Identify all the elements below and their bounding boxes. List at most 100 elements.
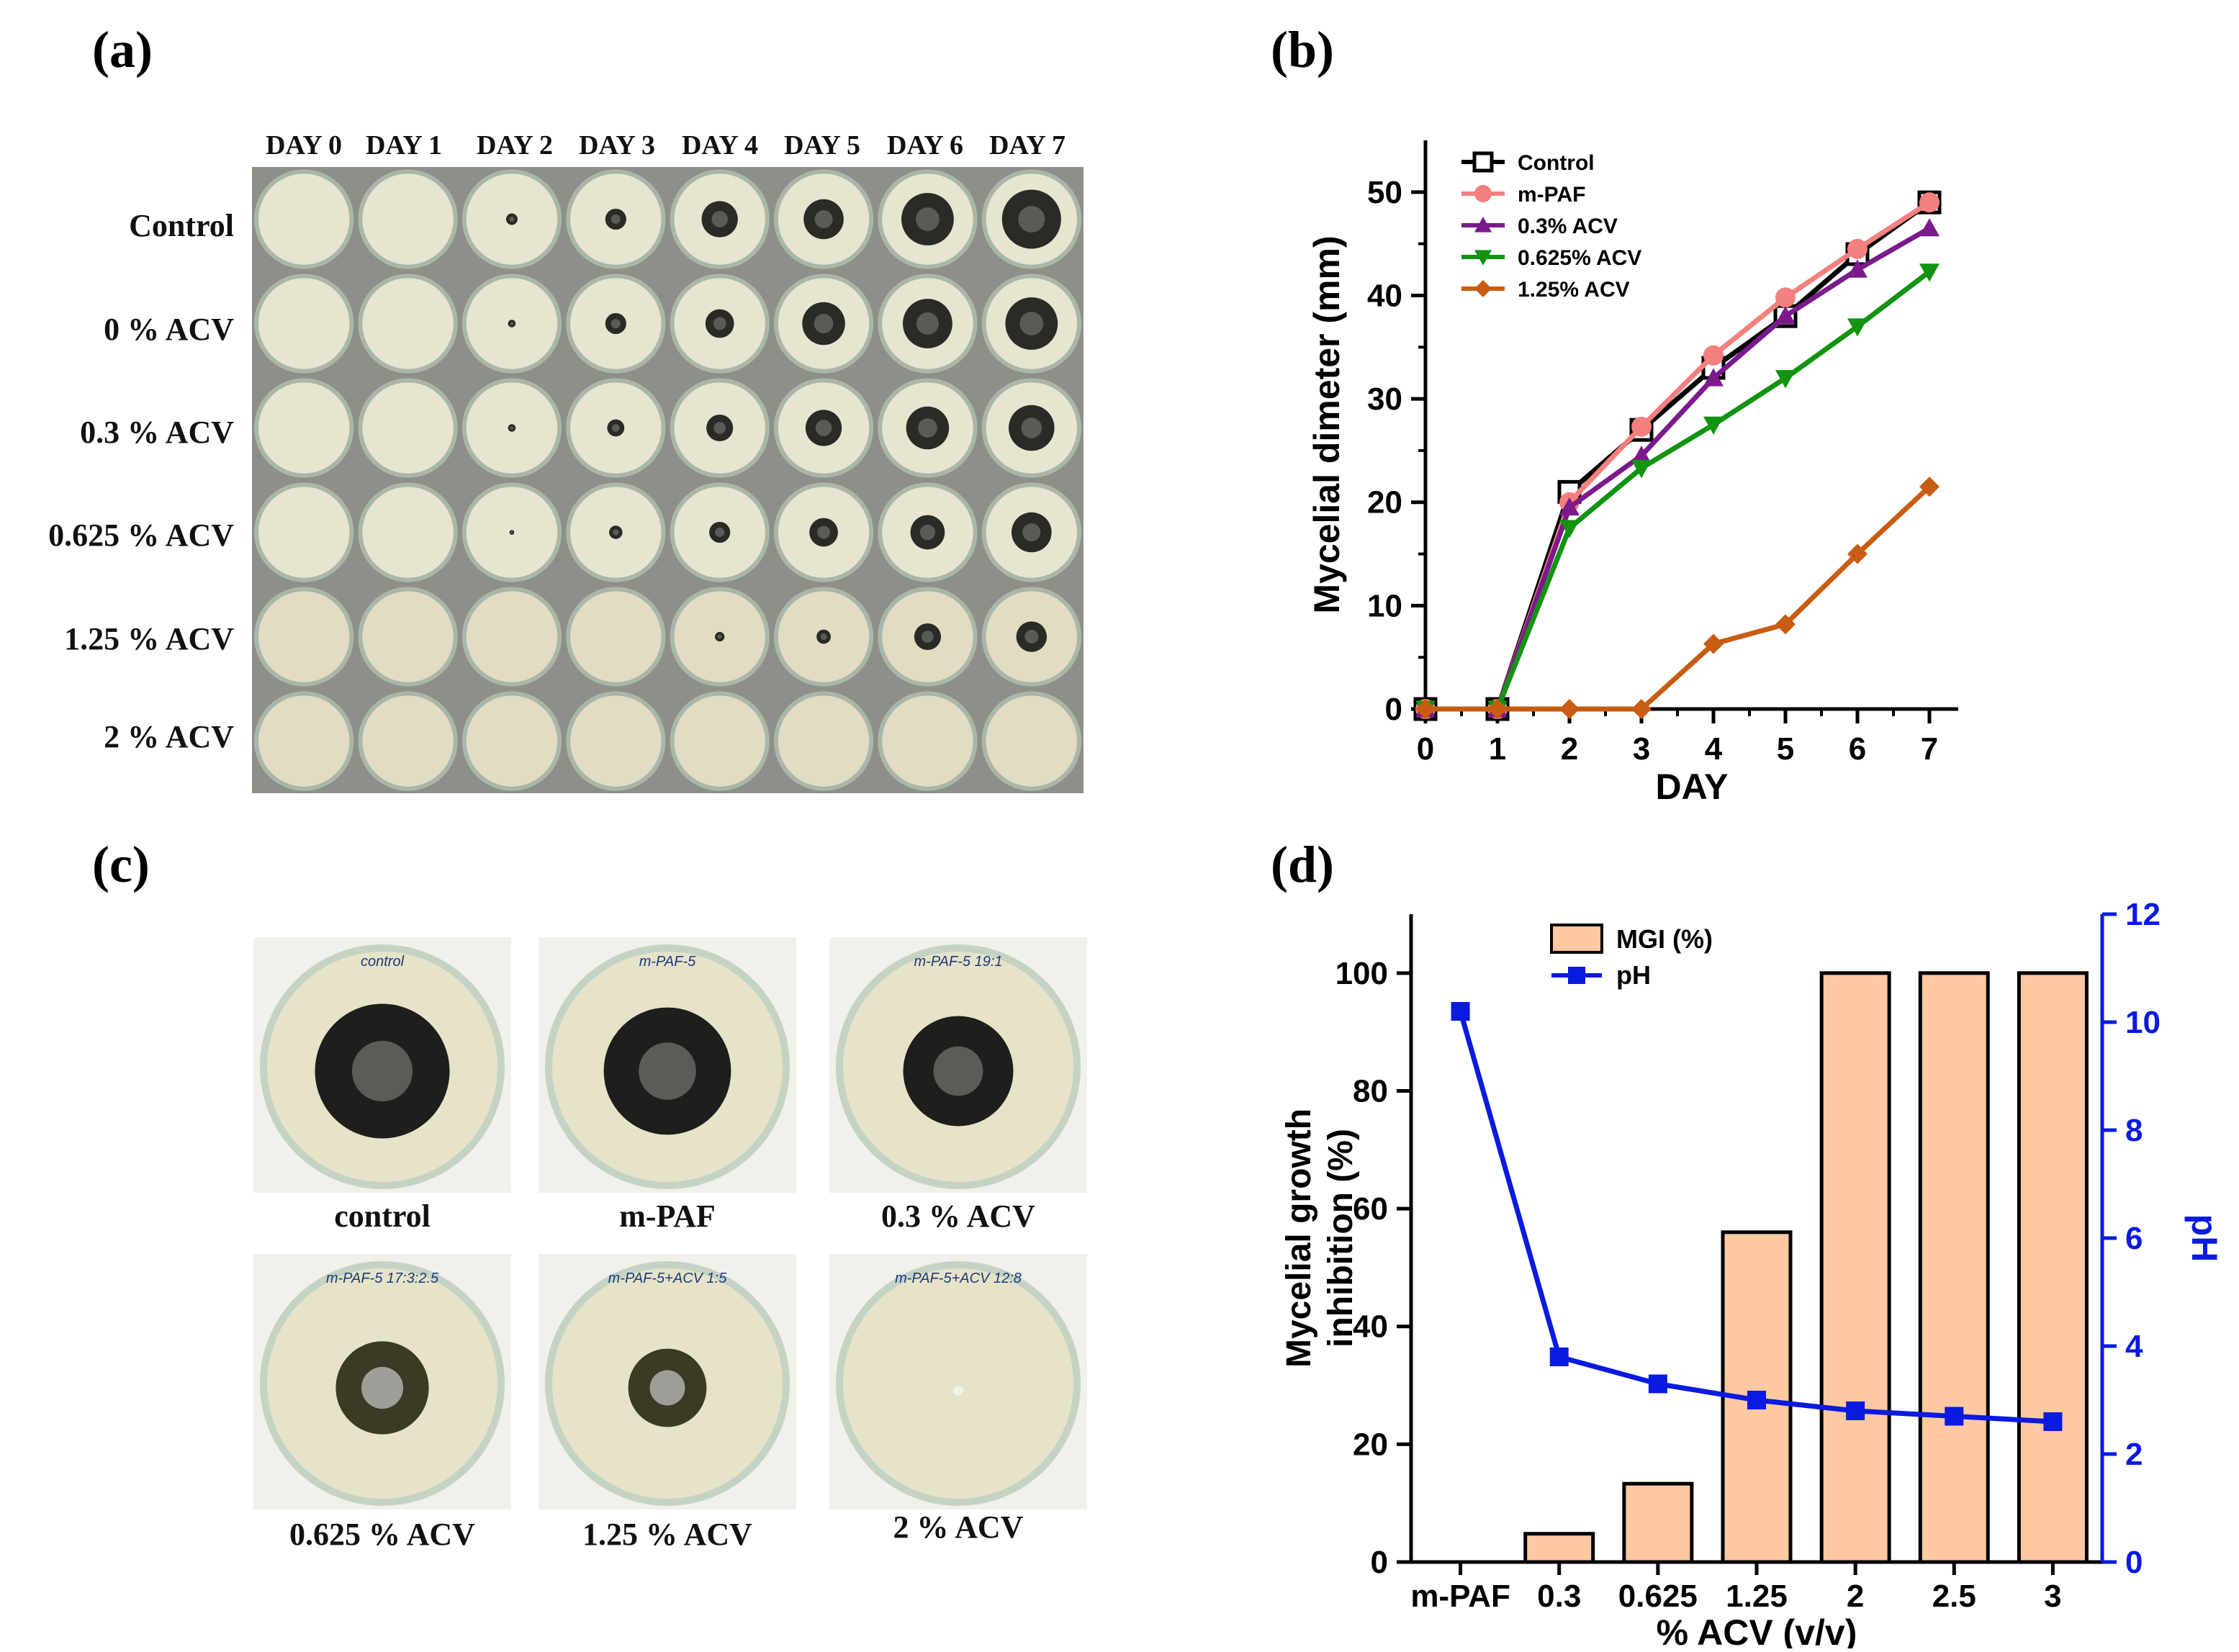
- day-header: DAY 5: [784, 130, 860, 161]
- y-tick-label: 40: [1353, 1309, 1388, 1345]
- petri-plate: [570, 591, 662, 682]
- colony-center: [510, 426, 514, 430]
- data-point: [1775, 287, 1796, 308]
- x-tick-label: 0.625: [1618, 1579, 1698, 1614]
- ph-point: [1451, 1002, 1470, 1021]
- colony-center: [919, 524, 936, 541]
- x-tick-label: 3: [1633, 731, 1650, 767]
- plate-grid: [252, 167, 1084, 793]
- colony-center: [922, 631, 934, 643]
- y2-tick-label: 6: [2125, 1221, 2143, 1256]
- legend-marker: [1474, 280, 1492, 297]
- legend-label: Control: [1518, 151, 1595, 175]
- legend-label: pH: [1616, 960, 1651, 990]
- series-line: [1425, 200, 1931, 712]
- legend-label: m-PAF: [1518, 183, 1585, 207]
- colony-center: [916, 312, 939, 335]
- day-header: DAY 6: [887, 130, 963, 161]
- petri-plate: [362, 591, 454, 682]
- row-label: 0 % ACV: [104, 312, 234, 347]
- x-tick-label: 4: [1705, 731, 1723, 767]
- x-axis-title: % ACV (v/v): [1657, 1612, 1857, 1648]
- ph-point: [1549, 1348, 1569, 1366]
- colony-center: [814, 209, 833, 229]
- bar: [1523, 1532, 1595, 1564]
- colony-center: [1021, 417, 1042, 438]
- colony-center: [1018, 206, 1045, 233]
- y-tick-label: 50: [1367, 175, 1402, 210]
- data-point: [1919, 263, 1940, 282]
- legend-marker: [1568, 967, 1585, 984]
- plate-photo-1.25-acv: m-PAF-5+ACV 1:5: [539, 1254, 796, 1509]
- data-point: [1775, 614, 1796, 635]
- y2-axis-title: pH: [2184, 1214, 2225, 1263]
- data-point: [1847, 238, 1868, 259]
- petri-plate: [258, 382, 350, 474]
- y2-tick-label: 12: [2125, 897, 2161, 932]
- plate-handwriting: m-PAF-5: [639, 954, 696, 970]
- y2-tick-label: 0: [2125, 1545, 2143, 1580]
- colony-center: [510, 322, 514, 325]
- photo-caption: m-PAF: [619, 1199, 716, 1234]
- y2-tick-label: 8: [2125, 1113, 2143, 1148]
- colony-center: [713, 422, 726, 434]
- series-line: [1425, 484, 1932, 712]
- plate-handwriting: m-PAF-5 19:1: [914, 954, 1003, 970]
- photo-caption: 1.25 % ACV: [582, 1517, 752, 1552]
- y-axis-title-line: Mycelial growth: [1280, 1109, 1318, 1368]
- colony-center: [817, 525, 830, 539]
- day-header: DAY 3: [579, 130, 655, 161]
- series-line: [1425, 200, 1932, 712]
- ph-point: [1648, 1374, 1667, 1394]
- petri-plate: [258, 487, 350, 578]
- colony-center: [639, 1042, 696, 1100]
- data-point: [1847, 318, 1868, 337]
- legend-marker: [1472, 151, 1494, 173]
- data-point: [1703, 368, 1724, 387]
- day-header: DAY 1: [366, 130, 442, 161]
- series-line: [1425, 226, 1931, 712]
- petri-plate: [882, 695, 973, 787]
- legend-label: 0.3% ACV: [1518, 215, 1618, 238]
- day-header: DAY 4: [682, 130, 758, 161]
- colony-center: [711, 211, 729, 227]
- panel-label-c: (c): [92, 836, 150, 893]
- chart-b: 0 1 2 3 4 5 6 7 0 10 20 30 40 50 DAY Mycelial dimeter (…: [1307, 140, 1958, 807]
- data-point: [1631, 699, 1652, 719]
- y-tick-label: 10: [1367, 588, 1402, 623]
- colony-center: [815, 420, 832, 436]
- petri-plate: [362, 173, 454, 265]
- colony-center: [613, 529, 619, 536]
- x-tick-label: 1.25: [1726, 1579, 1788, 1614]
- colony-center: [916, 207, 940, 231]
- x-tick-label: 3: [2044, 1579, 2061, 1614]
- panel-label-d: (d): [1271, 836, 1334, 893]
- colony-center: [351, 1040, 413, 1102]
- colony-center: [933, 1046, 983, 1096]
- photo-caption: control: [334, 1199, 431, 1234]
- bar: [2017, 971, 2089, 1564]
- colony-center: [1019, 312, 1044, 335]
- petri-plate: [258, 695, 350, 787]
- y-tick-label: 20: [1353, 1427, 1388, 1462]
- y-axis-title: Mycelial growth inhibition (%): [1280, 1109, 1360, 1368]
- petri-plate: [258, 278, 350, 369]
- y-tick-label: 80: [1353, 1073, 1388, 1109]
- y-axis-title-line: inhibition (%): [1322, 1129, 1360, 1348]
- data-point: [1919, 192, 1940, 213]
- plate-photo-mpaf: m-PAF-5: [539, 937, 796, 1193]
- colony-center: [361, 1366, 404, 1409]
- row-label: 0.3 % ACV: [80, 415, 234, 450]
- x-tick-label: m-PAF: [1410, 1579, 1510, 1614]
- data-point: [1559, 497, 1580, 516]
- petri-plate: [570, 695, 662, 787]
- data-point: [1919, 218, 1940, 237]
- legend-label: 1.25% ACV: [1518, 278, 1630, 302]
- plate-photo-2-acv: m-PAF-5+ACV 12:8: [829, 1254, 1087, 1509]
- data-point: [1775, 306, 1796, 325]
- y-tick-label: 60: [1353, 1191, 1388, 1227]
- legend-swatch: [1550, 924, 1603, 954]
- photo-caption: 0.625 % ACV: [289, 1517, 475, 1552]
- data-point: [1559, 699, 1580, 719]
- x-tick-label: 0: [1417, 731, 1434, 767]
